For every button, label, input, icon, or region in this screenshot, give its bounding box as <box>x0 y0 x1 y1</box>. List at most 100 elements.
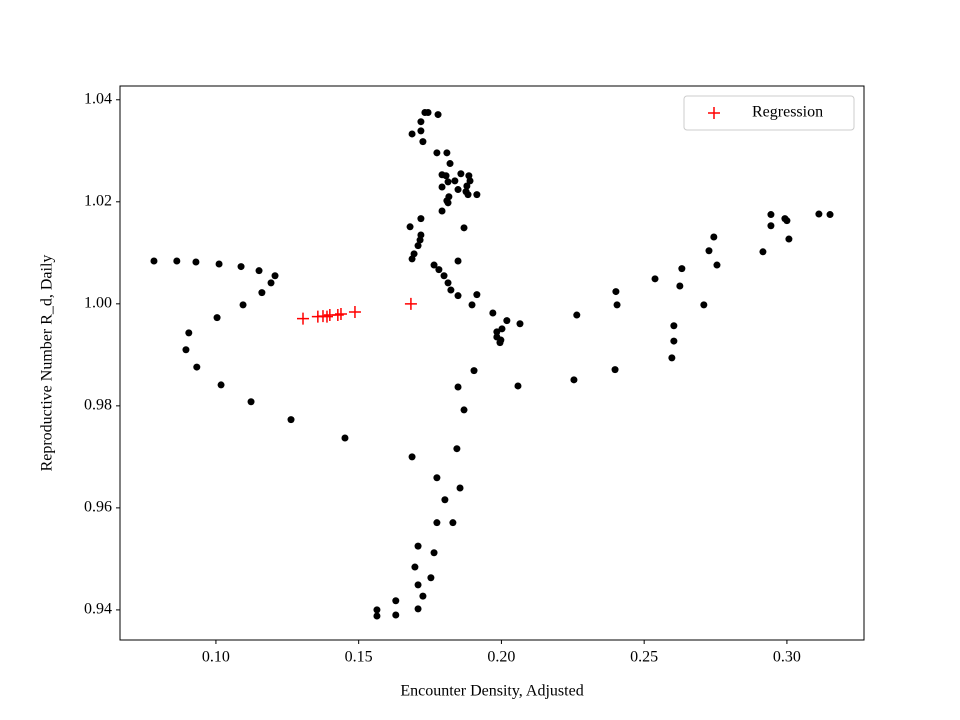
dot-marker <box>516 320 524 328</box>
dot-marker <box>468 301 476 309</box>
dot-marker <box>668 354 676 362</box>
x-tick-label: 0.20 <box>487 649 515 666</box>
dot-marker <box>454 257 462 265</box>
dot-marker <box>173 257 181 265</box>
plus-marker <box>348 305 361 318</box>
dot-marker <box>419 138 427 146</box>
dot-marker <box>239 301 247 309</box>
axes-frame <box>119 85 865 641</box>
dot-marker <box>443 197 451 205</box>
dot-marker <box>493 328 501 336</box>
dot-marker <box>414 581 422 589</box>
dot-marker <box>463 182 471 190</box>
dot-marker <box>473 291 481 299</box>
dot-marker <box>433 149 441 157</box>
dot-marker <box>783 217 791 225</box>
dot-marker <box>498 325 506 333</box>
y-tick-label: 0.94 <box>84 601 112 618</box>
dot-marker <box>514 382 522 390</box>
dot-marker <box>392 611 400 619</box>
dot-marker <box>237 263 245 271</box>
dot-marker <box>150 257 158 265</box>
dot-marker <box>438 183 446 191</box>
dot-marker <box>424 109 432 117</box>
dot-marker <box>217 381 225 389</box>
dot-marker <box>705 247 713 255</box>
dot-marker <box>489 309 497 317</box>
dot-marker <box>373 612 381 620</box>
dot-marker <box>460 224 468 232</box>
dot-marker <box>443 149 451 157</box>
dot-marker <box>767 222 775 230</box>
dot-marker <box>438 207 446 215</box>
dot-marker <box>392 597 400 605</box>
dot-marker <box>434 111 442 119</box>
plus-marker <box>297 312 310 325</box>
x-tick-label: 0.15 <box>345 649 373 666</box>
dot-marker <box>444 279 452 287</box>
dot-marker <box>449 519 457 527</box>
dot-marker <box>440 272 448 280</box>
dot-marker <box>185 329 193 337</box>
x-tick-label: 0.10 <box>202 649 230 666</box>
dot-marker <box>570 376 578 384</box>
dot-marker <box>462 188 470 196</box>
dot-marker <box>417 118 425 126</box>
dot-marker <box>670 337 678 345</box>
dot-marker <box>493 333 501 341</box>
plus-marker <box>331 309 344 322</box>
dot-marker <box>446 160 454 168</box>
dot-marker <box>460 406 468 414</box>
dot-marker <box>713 261 721 269</box>
x-tick-label: 0.30 <box>773 649 801 666</box>
dot-marker <box>573 311 581 319</box>
dot-marker <box>785 235 793 243</box>
dot-marker <box>444 178 452 186</box>
x-tick-label: 0.25 <box>630 649 658 666</box>
dot-marker <box>454 186 462 194</box>
dot-marker <box>287 416 295 424</box>
dot-marker <box>267 279 275 287</box>
y-axis-label: Reproductive Number R_d, Daily <box>39 255 56 472</box>
dot-marker <box>503 317 511 325</box>
dot-marker <box>473 191 481 199</box>
plus-marker <box>708 107 720 119</box>
dot-marker <box>417 215 425 223</box>
dot-marker <box>258 289 266 297</box>
dot-marker <box>192 258 200 266</box>
y-tick-label: 0.98 <box>84 397 112 414</box>
dot-marker <box>414 605 422 613</box>
dot-marker <box>408 255 416 263</box>
dot-marker <box>271 272 279 280</box>
dot-marker <box>447 286 455 294</box>
dot-marker <box>215 260 223 268</box>
dot-marker <box>341 434 349 442</box>
dot-marker <box>700 301 708 309</box>
dot-marker <box>411 563 419 571</box>
dot-marker <box>247 398 255 406</box>
dot-marker <box>611 366 619 374</box>
dot-marker <box>454 383 462 391</box>
dot-marker <box>454 292 462 300</box>
dot-marker <box>815 210 823 218</box>
dot-marker <box>457 170 465 178</box>
dot-marker <box>651 275 659 283</box>
y-tick-label: 0.96 <box>84 499 112 516</box>
dot-marker <box>441 496 449 504</box>
dot-marker <box>430 261 438 269</box>
dot-marker <box>612 288 620 296</box>
dot-marker <box>193 363 201 371</box>
y-tick-label: 1.04 <box>84 90 112 107</box>
dot-marker <box>826 211 834 219</box>
dot-marker <box>408 453 416 461</box>
plus-marker <box>404 297 417 310</box>
dot-marker <box>433 474 441 482</box>
dot-marker <box>414 242 422 250</box>
dot-marker <box>456 484 464 492</box>
dot-marker <box>453 445 461 453</box>
legend-box <box>683 95 855 131</box>
dot-marker <box>451 177 459 185</box>
dot-marker <box>427 574 435 582</box>
